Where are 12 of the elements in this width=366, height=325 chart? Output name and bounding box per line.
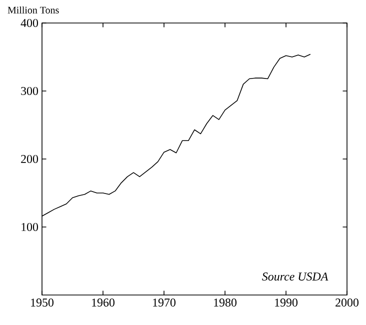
x-tick-label: 1950 xyxy=(31,298,54,307)
y-tick-label: 100 xyxy=(22,222,38,232)
x-tick-label: 1990 xyxy=(275,298,298,307)
x-tick-label: 1960 xyxy=(92,298,114,307)
y-tick-label: 200 xyxy=(21,154,38,164)
y-tick-label: 300 xyxy=(21,86,38,96)
x-tick-label: 1970 xyxy=(153,298,176,307)
x-tick-label: 1980 xyxy=(214,298,236,307)
annotation: Source USDA xyxy=(262,272,328,281)
x-tick-label: 2000 xyxy=(336,298,358,307)
y-tick-label: 400 xyxy=(20,18,38,28)
y-axis-title: Million Tons xyxy=(8,6,59,14)
